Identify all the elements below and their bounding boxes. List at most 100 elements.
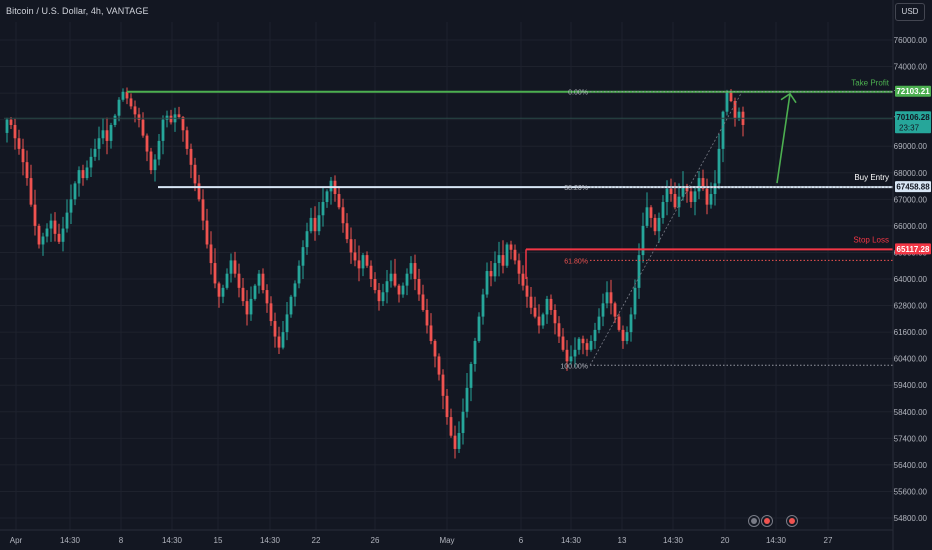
candle-body — [457, 433, 461, 449]
candle-body — [109, 124, 113, 141]
candle-body — [453, 435, 457, 449]
candle-body — [365, 255, 369, 266]
time-tick-label: 15 — [214, 536, 223, 545]
candle-body — [469, 363, 473, 388]
candle-body — [145, 135, 149, 152]
candle-body — [497, 255, 501, 264]
candle-body — [77, 170, 81, 184]
candle-body — [689, 191, 693, 202]
candle-body — [309, 217, 313, 232]
candle-body — [257, 273, 261, 286]
candle-body — [189, 148, 193, 165]
overlays: Take Profit Buy Entry Stop Loss 0.00% 38.20%… — [4, 79, 893, 370]
candle-body — [233, 260, 237, 274]
candle-body — [317, 215, 321, 232]
candle-body — [649, 207, 653, 218]
currency-selector[interactable]: USD — [895, 3, 925, 21]
candle-body — [541, 314, 545, 326]
candle-body — [241, 287, 245, 302]
price-tick-label: 64000.00 — [894, 275, 928, 284]
candle-body — [477, 316, 481, 341]
candle-body — [221, 287, 225, 297]
candle-body — [565, 349, 569, 362]
candle-body — [445, 395, 449, 418]
candle-body — [369, 265, 373, 279]
fib-level-label: 61.80% — [564, 258, 588, 265]
candle-body — [149, 151, 153, 171]
candle-body — [537, 316, 541, 326]
candle-body — [129, 98, 133, 107]
candle-body — [153, 159, 157, 171]
candle-body — [613, 303, 617, 317]
candle-body — [125, 91, 129, 99]
candle-body — [661, 201, 665, 218]
candle-body — [33, 204, 37, 226]
candle-body — [529, 296, 533, 308]
candle-body — [449, 417, 453, 436]
candle-body — [261, 273, 265, 291]
candle-body — [621, 329, 625, 341]
candle-body — [269, 303, 273, 322]
candle-body — [357, 260, 361, 269]
candle-body — [101, 130, 105, 139]
chart-title: Bitcoin / U.S. Dollar, 4h, VANTAGE — [6, 6, 149, 16]
price-tick-label: 67000.00 — [894, 195, 928, 204]
buy-entry-label: Buy Entry — [854, 173, 889, 182]
candle-body — [481, 294, 485, 317]
candle-body — [277, 336, 281, 348]
time-tick-label: 27 — [824, 536, 833, 545]
candles — [5, 87, 745, 459]
candle-body — [681, 186, 685, 197]
candle-body — [169, 115, 173, 123]
candle-body — [25, 162, 29, 179]
candle-body — [353, 252, 357, 261]
candle-body — [593, 329, 597, 341]
candle-body — [625, 332, 629, 341]
price-tick-label: 62800.00 — [894, 302, 928, 311]
candle-body — [177, 114, 181, 118]
candle-body — [617, 316, 621, 330]
grid — [0, 22, 893, 530]
fib-level-label: 100.00% — [560, 363, 588, 370]
candle-body — [581, 338, 585, 344]
candle-body — [505, 244, 509, 266]
candle-body — [181, 117, 185, 131]
price-tick-label: 74000.00 — [894, 63, 928, 72]
candle-body — [81, 170, 85, 179]
candle-body — [137, 114, 141, 120]
candle-body — [17, 138, 21, 149]
candle-body — [45, 228, 49, 237]
candle-body — [601, 303, 605, 317]
candle-body — [93, 148, 97, 157]
flag-event-icon — [761, 515, 773, 527]
candle-body — [489, 271, 493, 277]
candle-body — [321, 201, 325, 216]
candle-body — [517, 260, 521, 274]
candle-body — [57, 233, 61, 242]
candle-body — [473, 340, 477, 364]
candle-body — [289, 296, 293, 315]
candle-body — [597, 316, 601, 330]
last-price-badge-countdown: 23:37 — [899, 123, 920, 132]
price-tick-label: 59400.00 — [894, 381, 928, 390]
buy-entry-price-badge: 67458.88 — [896, 183, 930, 192]
candle-body — [273, 321, 277, 337]
price-tick-label: 54800.00 — [894, 514, 928, 523]
price-tick-label: 58400.00 — [894, 408, 928, 417]
candle-body — [397, 285, 401, 295]
candle-body — [533, 307, 537, 317]
candle-body — [441, 374, 445, 396]
time-tick-label: 14:30 — [260, 536, 281, 545]
candle-body — [141, 119, 145, 136]
candle-body — [69, 199, 73, 213]
candle-body — [501, 255, 505, 266]
time-tick-label: May — [439, 536, 454, 545]
candle-body — [313, 217, 317, 232]
candle-body — [525, 285, 529, 297]
take-profit-price-badge: 72103.21 — [896, 87, 930, 96]
time-tick-label: 20 — [721, 536, 730, 545]
candle-body — [733, 101, 737, 119]
candle-body — [409, 263, 413, 274]
candle-body — [521, 273, 525, 286]
